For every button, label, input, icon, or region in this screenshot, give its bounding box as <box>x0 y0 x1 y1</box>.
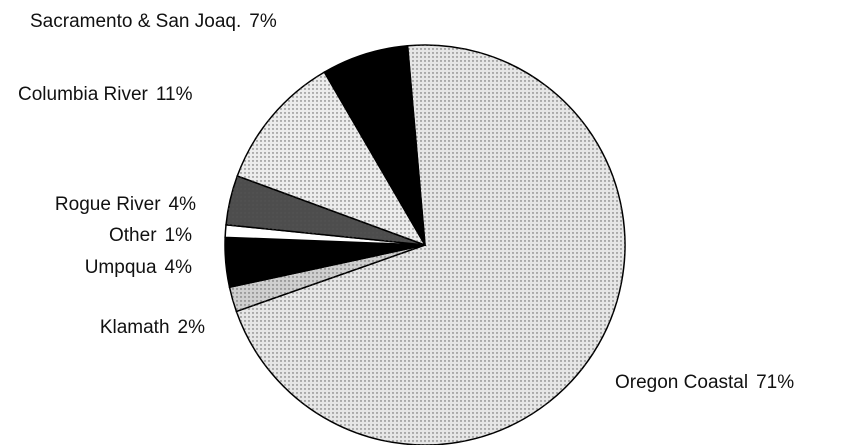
pie-slice <box>323 44 426 246</box>
category-label: Columbia River <box>18 84 149 105</box>
value-label: 4% <box>165 257 193 278</box>
value-label: 7% <box>249 11 277 32</box>
category-label: Umpqua <box>85 257 157 278</box>
category-label: Other <box>109 225 157 246</box>
slice-label: Other 1% <box>109 225 192 246</box>
slice-label: Klamath 2% <box>100 317 205 338</box>
slice-label: Columbia River 11% <box>18 84 193 105</box>
category-label: Klamath <box>100 317 170 338</box>
category-label: Sacramento & San Joaq. <box>30 11 241 32</box>
slice-label: Oregon Coastal 71% <box>615 372 794 393</box>
value-label: 11% <box>156 84 193 105</box>
slice-label: Rogue River 4% <box>55 194 196 215</box>
value-label: 1% <box>165 225 193 246</box>
value-label: 2% <box>178 317 206 338</box>
value-label: 4% <box>169 194 197 215</box>
slice-label: Sacramento & San Joaq. 7% <box>30 11 277 32</box>
category-label: Oregon Coastal <box>615 372 748 393</box>
category-label: Rogue River <box>55 194 161 215</box>
value-label: 71% <box>756 372 794 393</box>
slice-label: Umpqua 4% <box>85 257 192 278</box>
